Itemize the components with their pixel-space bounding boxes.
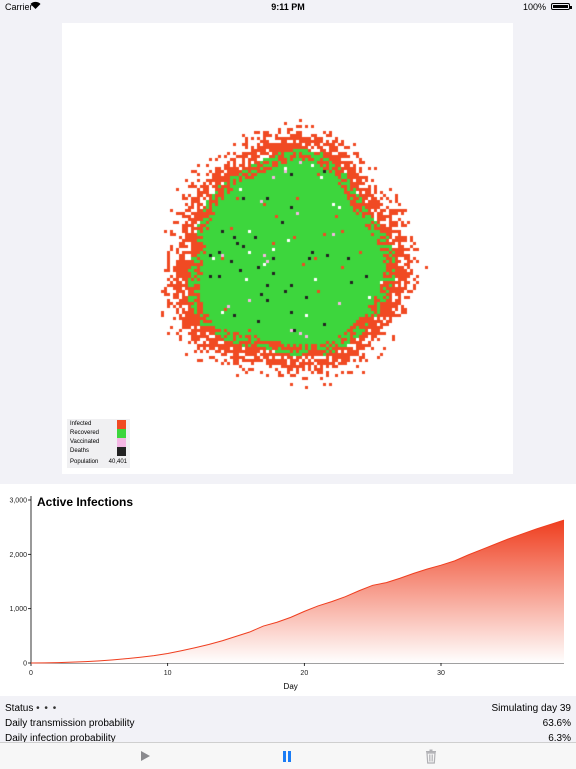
chart-title: Active Infections (37, 495, 133, 509)
x-tick-label: 0 (29, 670, 33, 677)
status-value: Simulating day 39 (492, 703, 572, 714)
status-row: Status • • • Simulating day 39 (5, 703, 571, 717)
x-axis-label: Day (284, 682, 298, 691)
x-tick-label: 30 (437, 670, 445, 677)
clock: 9:11 PM (0, 2, 576, 12)
data-point (386, 582, 387, 583)
legend-vaccinated: Vaccinated (70, 438, 99, 447)
legend-infected: Infected (70, 420, 91, 429)
trash-icon (425, 749, 437, 764)
toolbar (0, 742, 576, 769)
data-point (304, 611, 305, 612)
data-point (194, 647, 195, 648)
legend-swatch-vaccinated (117, 438, 126, 447)
data-point (413, 573, 414, 574)
data-point (317, 605, 318, 606)
active-infections-chart: Active Infections 0 1,000 2,000 3,000 0 10 20 3… (0, 484, 576, 696)
play-button[interactable] (130, 743, 160, 769)
data-point (427, 568, 428, 569)
population-value: 40,401 (109, 459, 127, 465)
data-point (249, 631, 250, 632)
battery-icon (551, 3, 570, 10)
chart-svg: Active Infections 0 1,000 2,000 3,000 0 10 20 3… (0, 484, 576, 696)
legend-label: Infected (70, 421, 91, 427)
status-label-group: Status • • • (5, 703, 57, 714)
data-point (30, 662, 31, 663)
transmission-row: Daily transmission probability 63.6% (5, 718, 571, 732)
data-point (235, 636, 236, 637)
data-point (495, 543, 496, 544)
data-point (99, 660, 100, 661)
status-dots: • • • (36, 703, 57, 714)
data-point (167, 653, 168, 654)
data-point (454, 560, 455, 561)
pause-button[interactable] (272, 743, 302, 769)
population-grid (62, 23, 513, 474)
simulation-panel: Infected Recovered Vaccinated Deaths Pop… (62, 23, 513, 474)
data-point (276, 622, 277, 623)
data-point (509, 538, 510, 539)
data-point (563, 520, 564, 521)
legend-label: Recovered (70, 430, 99, 436)
trash-button[interactable] (416, 743, 446, 769)
data-point (522, 533, 523, 534)
y-tick-label: 2,000 (9, 552, 27, 559)
y-tick-label: 1,000 (9, 606, 27, 613)
status-label: Status (5, 703, 33, 714)
legend-swatch-recovered (117, 429, 126, 438)
legend-label: Vaccinated (70, 439, 99, 445)
data-point (331, 601, 332, 602)
data-point (468, 554, 469, 555)
data-point (290, 617, 291, 618)
y-tick-label: 0 (23, 661, 27, 668)
x-tick-label: 20 (300, 670, 308, 677)
data-point (399, 578, 400, 579)
transmission-label: Daily transmission probability (5, 718, 135, 729)
legend-swatch-infected (117, 420, 126, 429)
x-tick-label: 10 (164, 670, 172, 677)
data-point (126, 658, 127, 659)
data-point (153, 655, 154, 656)
legend-swatch-deaths (117, 447, 126, 456)
battery-percent: 100% (523, 2, 546, 12)
population-label: Population (70, 459, 98, 465)
data-point (358, 590, 359, 591)
data-point (481, 549, 482, 550)
data-point (181, 650, 182, 651)
legend-deaths: Deaths (70, 447, 89, 456)
play-icon (139, 750, 151, 762)
data-point (536, 528, 537, 529)
legend: Infected Recovered Vaccinated Deaths Pop… (67, 419, 130, 468)
transmission-value: 63.6% (543, 718, 571, 729)
pause-icon (281, 750, 293, 763)
area-fill (31, 520, 564, 663)
data-point (222, 640, 223, 641)
data-point (44, 662, 45, 663)
status-bar: Carrier 9:11 PM 100% (0, 0, 576, 14)
data-point (345, 596, 346, 597)
data-point (263, 625, 264, 626)
data-point (71, 662, 72, 663)
legend-label: Deaths (70, 448, 89, 454)
data-point (550, 524, 551, 525)
data-point (440, 565, 441, 566)
legend-recovered: Recovered (70, 429, 99, 438)
data-point (85, 661, 86, 662)
data-point (140, 657, 141, 658)
data-point (112, 659, 113, 660)
data-point (208, 644, 209, 645)
y-tick-label: 3,000 (9, 498, 27, 505)
data-point (372, 585, 373, 586)
data-point (58, 662, 59, 663)
